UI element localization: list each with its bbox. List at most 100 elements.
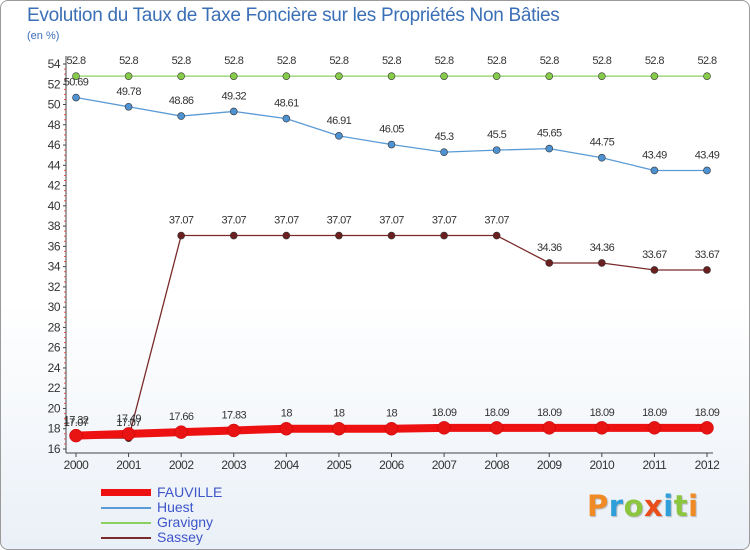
- data-point-sassey: [387, 231, 396, 240]
- data-label-fauville: 18.09: [432, 407, 457, 419]
- logo-letter: o: [623, 489, 645, 523]
- y-tick-label: 18: [48, 422, 61, 436]
- y-tick-label: 44: [48, 158, 61, 172]
- y-tick-label: 40: [48, 199, 61, 213]
- data-label-huest: 48.61: [274, 98, 299, 110]
- data-point-gravigny: [440, 72, 448, 80]
- logo-letter: i: [663, 489, 674, 523]
- data-label-huest: 45.3: [435, 131, 454, 143]
- data-label-huest: 46.05: [379, 124, 404, 136]
- data-point-fauville: [121, 427, 136, 441]
- y-tick-label: 30: [48, 300, 61, 314]
- data-point-huest: [440, 148, 448, 156]
- data-point-gravigny: [650, 72, 659, 80]
- data-point-huest: [177, 112, 185, 120]
- data-point-gravigny: [703, 72, 711, 80]
- x-tick-label: 2012: [695, 458, 721, 472]
- data-label-sassey: 37.07: [274, 215, 299, 227]
- data-label-fauville: 18.09: [484, 407, 509, 419]
- data-label-gravigny: 52.8: [645, 55, 664, 67]
- data-point-gravigny: [124, 72, 133, 80]
- legend-label: Sassey: [157, 529, 203, 545]
- y-tick-label: 34: [48, 260, 61, 274]
- data-point-fauville: [384, 421, 399, 436]
- data-point-sassey: [598, 259, 606, 267]
- y-tick-label: 50: [48, 98, 61, 112]
- y-tick-label: 46: [48, 138, 61, 152]
- data-label-fauville: 18: [333, 408, 345, 420]
- data-label-sassey: 37.07: [221, 215, 246, 227]
- logo-letter: t: [673, 489, 689, 523]
- data-label-fauville: 18.09: [537, 407, 562, 419]
- data-label-fauville: 18: [386, 408, 398, 420]
- data-label-sassey: 34.36: [537, 242, 562, 254]
- y-tick-label: 26: [48, 341, 61, 355]
- data-label-fauville: 18.09: [590, 407, 615, 419]
- data-label-fauville: 17.66: [169, 411, 194, 423]
- chart-title: Evolution du Taux de Taxe Foncière sur l…: [27, 5, 560, 26]
- y-tick-label: 20: [48, 401, 61, 415]
- data-point-gravigny: [335, 72, 343, 80]
- data-label-gravigny: 52.8: [277, 55, 296, 67]
- y-tick-label: 36: [48, 239, 61, 253]
- y-tick-label: 38: [48, 219, 61, 233]
- data-label-sassey: 37.07: [169, 215, 194, 227]
- logo-letter: P: [587, 489, 609, 523]
- data-point-sassey: [703, 266, 711, 274]
- data-point-gravigny: [177, 72, 185, 80]
- y-tick-label: 42: [48, 179, 61, 193]
- legend-swatch: [101, 537, 151, 539]
- data-point-fauville: [647, 421, 662, 435]
- legend-label: Gravigny: [157, 514, 214, 530]
- data-point-huest: [492, 146, 501, 154]
- data-point-fauville: [279, 421, 294, 436]
- data-label-gravigny: 52.8: [697, 55, 716, 67]
- data-label-gravigny: 52.8: [119, 55, 138, 67]
- data-point-sassey: [177, 231, 185, 240]
- data-label-fauville: 17.83: [221, 409, 246, 421]
- data-point-sassey: [282, 231, 291, 240]
- data-point-gravigny: [282, 72, 291, 80]
- data-point-huest: [282, 114, 291, 123]
- data-point-sassey: [440, 231, 448, 240]
- data-label-gravigny: 52.8: [487, 55, 506, 67]
- data-point-huest: [545, 144, 554, 153]
- data-point-huest: [598, 153, 606, 162]
- data-label-gravigny: 52.8: [224, 55, 243, 67]
- x-tick-label: 2007: [432, 458, 458, 472]
- data-point-gravigny: [72, 72, 80, 80]
- data-point-sassey: [335, 231, 343, 240]
- x-tick-label: 2009: [537, 458, 563, 472]
- legend-label: Huest: [157, 499, 194, 515]
- data-label-sassey: 34.36: [590, 242, 615, 254]
- proxiti-logo: Proxiti: [587, 489, 699, 523]
- x-tick-label: 2003: [221, 458, 247, 472]
- data-label-fauville: 17.49: [116, 413, 141, 425]
- data-point-gravigny: [598, 72, 606, 80]
- y-tick-label: 24: [48, 361, 61, 375]
- data-label-huest: 45.5: [487, 129, 506, 141]
- x-tick-label: 2008: [484, 458, 510, 472]
- data-label-huest: 50.69: [64, 77, 89, 89]
- legend-label: FAUVILLE: [157, 484, 223, 500]
- x-tick-label: 2006: [379, 458, 405, 472]
- legend-swatch: [101, 522, 151, 524]
- y-tick-label: 28: [48, 320, 61, 334]
- y-tick-label: 54: [48, 57, 61, 71]
- data-point-gravigny: [545, 72, 554, 80]
- data-label-huest: 48.86: [169, 95, 194, 107]
- x-tick-label: 2010: [589, 458, 615, 472]
- data-point-fauville: [489, 421, 504, 435]
- y-tick-label: 52: [48, 77, 61, 91]
- data-label-huest: 45.65: [537, 128, 562, 140]
- data-point-fauville: [700, 421, 714, 435]
- data-label-fauville: 18: [281, 408, 293, 420]
- data-point-fauville: [595, 421, 609, 435]
- data-label-sassey: 33.67: [695, 249, 720, 261]
- y-tick-label: 22: [48, 381, 61, 395]
- data-label-huest: 43.49: [695, 149, 720, 161]
- y-tick-label: 48: [48, 118, 61, 132]
- legend-swatch: [101, 489, 151, 496]
- logo-letter: i: [688, 489, 699, 523]
